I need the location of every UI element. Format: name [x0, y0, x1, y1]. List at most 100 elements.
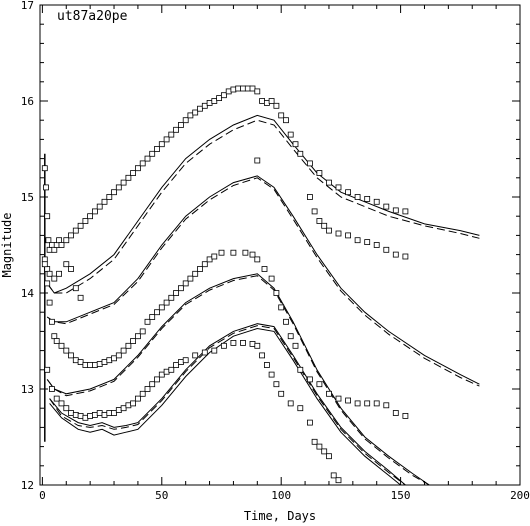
observation-point — [96, 203, 103, 210]
observation-point — [326, 227, 332, 234]
observation-point — [259, 98, 266, 104]
observation-point — [77, 359, 84, 366]
observation-point — [242, 249, 249, 256]
observation-point — [46, 299, 53, 306]
observation-point — [101, 359, 108, 366]
observation-point — [218, 249, 225, 256]
observation-point — [278, 390, 285, 397]
observation-point — [45, 237, 52, 244]
observation-point — [383, 246, 390, 253]
observation-point — [46, 246, 53, 253]
observation-point — [134, 165, 141, 172]
observation-point — [134, 333, 141, 340]
observation-point — [297, 366, 304, 373]
observation-point — [297, 150, 304, 157]
observation-point — [51, 246, 58, 253]
y-tick-label: 13 — [21, 383, 34, 396]
observation-point — [43, 184, 49, 191]
observation-point — [63, 405, 70, 412]
observation-point — [158, 304, 165, 311]
observation-point — [230, 86, 237, 93]
observation-point — [373, 400, 380, 407]
observation-point — [345, 397, 352, 404]
observation-point — [292, 342, 299, 349]
observation-point — [254, 256, 261, 263]
observation-point — [77, 222, 84, 229]
observation-point — [173, 362, 180, 368]
observation-point — [254, 157, 261, 164]
observation-point — [125, 174, 132, 181]
observation-point — [130, 400, 137, 407]
chart-title: ut87a20pe — [57, 9, 128, 24]
y-tick-label: 12 — [21, 479, 34, 492]
observation-point — [58, 400, 65, 407]
model-curve-solid — [49, 327, 401, 486]
model-curve-dashed — [46, 119, 480, 294]
observation-point — [115, 407, 122, 414]
observation-point — [168, 366, 175, 373]
observation-point — [163, 299, 170, 306]
observation-point — [111, 410, 117, 416]
observation-point — [192, 352, 199, 359]
observation-point — [87, 213, 93, 220]
observation-point — [211, 347, 218, 354]
observation-point — [92, 411, 98, 418]
observation-point — [168, 131, 175, 138]
observation-point — [177, 359, 184, 366]
observation-point — [125, 402, 132, 409]
observation-point — [139, 160, 146, 167]
observation-point — [330, 472, 337, 479]
observation-point — [101, 411, 108, 418]
model-curve-solid — [46, 114, 480, 294]
observation-point — [139, 390, 146, 397]
observation-point — [306, 419, 313, 426]
observation-point — [158, 371, 165, 378]
observation-point — [53, 242, 60, 248]
observation-point — [287, 333, 294, 340]
observation-point — [254, 88, 261, 95]
observation-point — [134, 395, 141, 402]
x-tick-label: 50 — [155, 489, 168, 502]
observation-point — [154, 376, 160, 383]
observation-point — [230, 339, 237, 346]
observation-point — [240, 85, 246, 92]
observation-point — [287, 400, 294, 407]
observation-point — [58, 342, 65, 349]
observation-point — [402, 253, 409, 260]
observation-point — [173, 290, 180, 296]
observation-point — [46, 270, 53, 277]
observation-point — [392, 251, 399, 258]
observation-point — [106, 410, 113, 416]
observation-point — [163, 136, 170, 143]
observation-point — [87, 362, 93, 368]
observation-point — [392, 207, 399, 214]
observation-point — [321, 448, 328, 455]
observation-point — [187, 112, 194, 119]
observation-point — [364, 239, 371, 246]
observation-point — [51, 333, 58, 340]
observation-point — [283, 318, 289, 325]
observation-point — [56, 237, 62, 244]
observation-point — [92, 362, 98, 368]
x-tick-label: 100 — [271, 489, 291, 502]
observation-point — [87, 412, 93, 419]
observation-point — [273, 290, 280, 296]
observation-point — [49, 242, 55, 248]
observation-point — [263, 100, 270, 106]
observation-point — [240, 339, 246, 346]
y-tick-label: 16 — [21, 95, 34, 108]
observation-point — [130, 338, 137, 344]
observation-point — [106, 194, 113, 200]
observation-point — [44, 266, 51, 272]
observation-point — [306, 194, 313, 200]
observation-point — [206, 256, 213, 263]
observation-point — [220, 92, 227, 99]
observation-point — [383, 203, 390, 210]
observation-point — [235, 85, 242, 92]
observation-point — [144, 318, 151, 325]
observation-point — [268, 275, 275, 282]
observation-point — [216, 95, 223, 101]
observation-point — [373, 242, 380, 248]
observation-point — [120, 179, 127, 186]
observation-point — [311, 438, 318, 445]
